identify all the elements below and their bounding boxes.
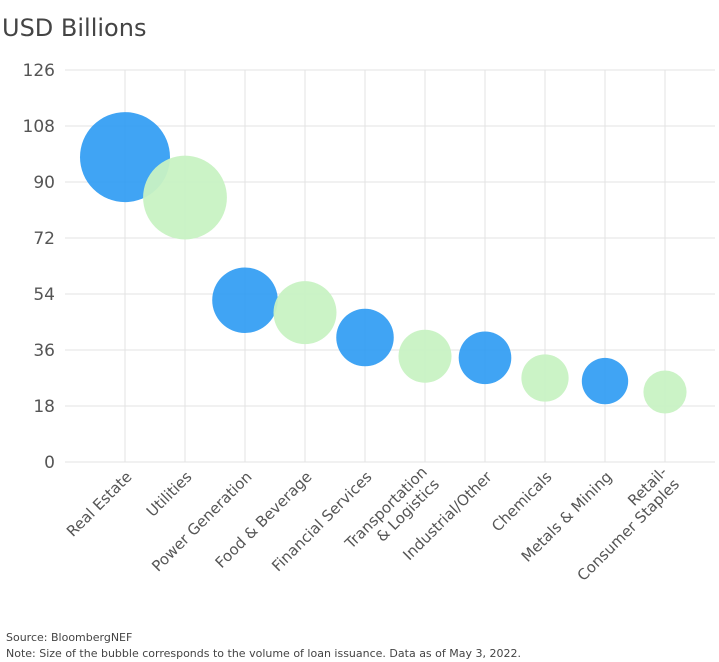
bubble [273, 281, 337, 345]
bubble [643, 370, 687, 414]
y-tick-label: 36 [33, 341, 55, 361]
y-tick-label: 90 [33, 173, 55, 193]
bubble [521, 354, 569, 402]
bubble [581, 357, 629, 405]
bubble [212, 267, 278, 334]
bubble [458, 331, 512, 385]
bubble [143, 155, 227, 240]
category-label: Retail-Consumer Staples [561, 463, 683, 585]
bubble [398, 329, 452, 383]
grid-lines [65, 69, 715, 463]
y-tick-label: 54 [33, 285, 55, 305]
y-tick-label: 126 [23, 61, 55, 81]
footnote: Note: Size of the bubble corresponds to … [6, 647, 521, 660]
category-label: Power Generation [148, 468, 255, 575]
source-note: Source: BloombergNEF [6, 631, 133, 644]
y-tick-labels: 0 18 36 54 72 90 108 126 [23, 61, 55, 473]
category-label: Utilities [143, 468, 196, 521]
y-tick-label: 0 [44, 453, 55, 473]
y-axis-title: USD Billions [2, 14, 146, 42]
y-tick-label: 18 [33, 397, 55, 417]
bubble-chart: USD Billions 0 18 36 54 72 90 108 126 Real Esta… [2, 14, 715, 585]
y-tick-label: 108 [23, 117, 55, 137]
y-tick-label: 72 [33, 229, 55, 249]
bubble [336, 308, 394, 367]
bubbles [80, 112, 687, 414]
category-label: Real Estate [63, 468, 136, 541]
